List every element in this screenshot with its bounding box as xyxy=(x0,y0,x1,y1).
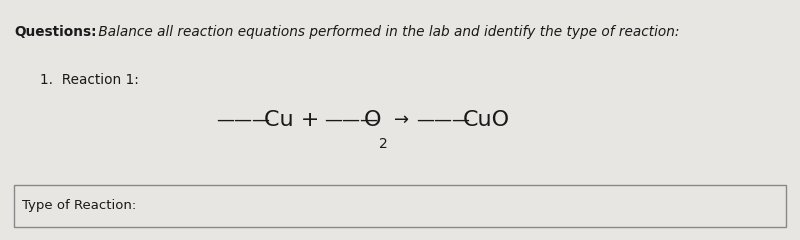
Text: 1.  Reaction 1:: 1. Reaction 1: xyxy=(40,73,139,87)
Text: 2: 2 xyxy=(379,137,388,151)
Text: ———: ——— xyxy=(416,111,470,129)
Text: Balance all reaction equations performed in the lab and identify the type of rea: Balance all reaction equations performed… xyxy=(94,25,680,39)
Text: Cu +: Cu + xyxy=(264,110,319,130)
Text: CuO: CuO xyxy=(462,110,510,130)
Text: →: → xyxy=(394,111,409,129)
Text: Questions:: Questions: xyxy=(14,25,97,39)
Text: ———: ——— xyxy=(324,111,378,129)
Text: Type of Reaction:: Type of Reaction: xyxy=(22,199,137,212)
Text: ———: ——— xyxy=(216,111,270,129)
FancyBboxPatch shape xyxy=(14,185,786,227)
Text: O: O xyxy=(364,110,382,130)
